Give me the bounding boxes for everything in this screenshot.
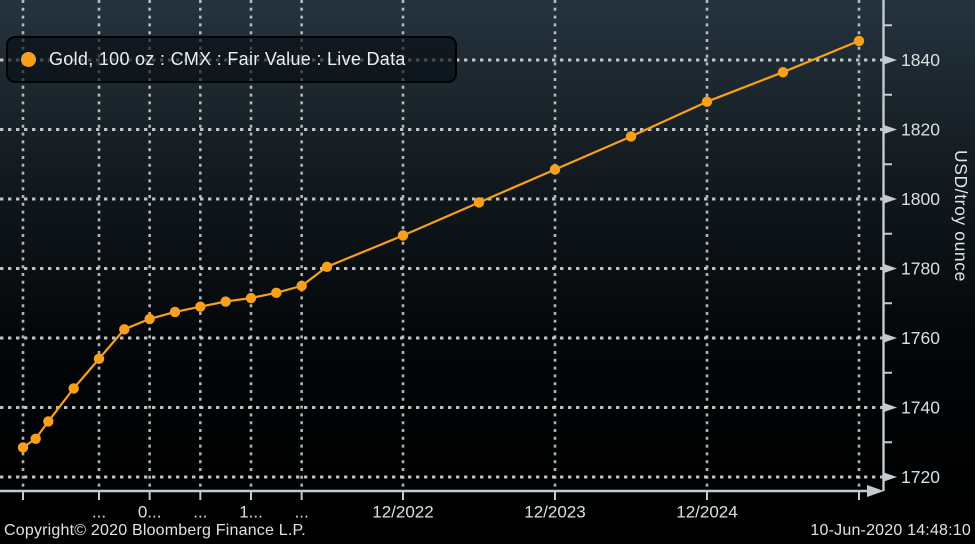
x-tick-label: 0... [138, 503, 162, 522]
y-tick-arrow-icon [884, 264, 897, 273]
legend-label: Gold, 100 oz : CMX : Fair Value : Live D… [49, 49, 406, 69]
data-point [853, 35, 865, 47]
data-point [17, 442, 29, 453]
data-point [119, 324, 130, 335]
y-tick-label: 1740 [901, 398, 940, 418]
y-tick-label: 1780 [901, 259, 940, 279]
data-point [30, 433, 41, 444]
data-point [220, 296, 231, 307]
x-tick-label: 12/2024 [676, 503, 737, 522]
data-point [195, 301, 206, 312]
data-point [169, 306, 181, 318]
y-axis-title: USD/troy ounce [951, 150, 971, 282]
y-tick-arrow-icon [884, 472, 897, 482]
data-point [93, 353, 105, 365]
data-point [701, 96, 713, 107]
y-tick-label: 1760 [901, 328, 940, 348]
x-tick-label: 1... [239, 503, 263, 522]
data-point [777, 66, 789, 78]
data-point [296, 280, 307, 292]
y-tick-label: 1720 [901, 467, 940, 487]
legend[interactable]: Gold, 100 oz : CMX : Fair Value : Live D… [6, 36, 457, 83]
data-point [68, 383, 79, 394]
x-tick-label: ... [295, 503, 309, 522]
x-tick-label: 12/2023 [524, 503, 585, 522]
data-point [549, 164, 561, 175]
data-point [321, 261, 333, 272]
x-tick-label: ... [193, 503, 207, 522]
y-tick-arrow-icon [884, 55, 897, 65]
series-marker-icon [21, 52, 36, 67]
y-tick-label: 1800 [901, 189, 940, 209]
y-tick-arrow-icon [884, 125, 897, 134]
x-axis-arrow-icon [867, 485, 884, 497]
x-tick-label: 12/2022 [372, 503, 433, 522]
y-tick-arrow-icon [884, 403, 897, 412]
copyright-text: Copyright© 2020 Bloomberg Finance L.P. [4, 522, 306, 539]
data-point [43, 416, 54, 427]
data-point [271, 287, 282, 299]
data-point [245, 292, 257, 304]
y-tick-label: 1840 [901, 50, 940, 70]
data-point [473, 197, 485, 208]
data-point [144, 313, 155, 325]
y-tick-arrow-icon [884, 194, 897, 204]
y-tick-arrow-icon [884, 333, 897, 343]
timestamp-text: 10-Jun-2020 14:48:10 [810, 522, 971, 539]
data-point [397, 230, 409, 241]
x-tick-label: ... [92, 503, 106, 522]
data-point [625, 131, 637, 142]
y-tick-label: 1820 [901, 120, 940, 140]
